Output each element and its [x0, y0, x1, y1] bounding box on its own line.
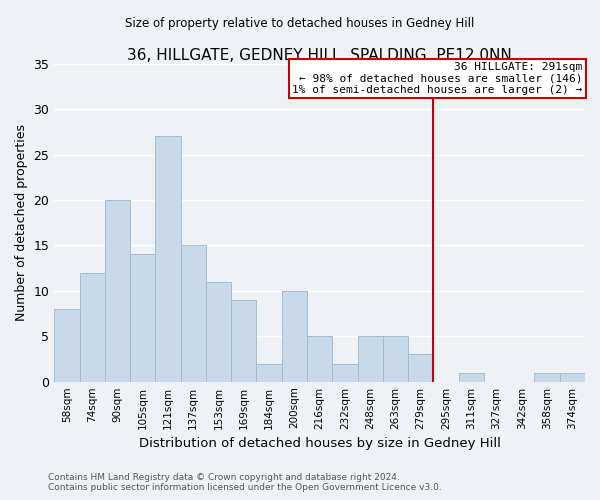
- Bar: [458, 372, 484, 382]
- X-axis label: Distribution of detached houses by size in Gedney Hill: Distribution of detached houses by size …: [139, 437, 500, 450]
- Title: 36, HILLGATE, GEDNEY HILL, SPALDING, PE12 0NN: 36, HILLGATE, GEDNEY HILL, SPALDING, PE1…: [127, 48, 512, 62]
- Text: 36 HILLGATE: 291sqm
← 98% of detached houses are smaller (146)
1% of semi-detach: 36 HILLGATE: 291sqm ← 98% of detached ho…: [292, 62, 583, 95]
- Bar: [181, 246, 206, 382]
- Bar: [80, 272, 105, 382]
- Bar: [231, 300, 256, 382]
- Bar: [560, 372, 585, 382]
- Text: Contains HM Land Registry data © Crown copyright and database right 2024.: Contains HM Land Registry data © Crown c…: [48, 474, 400, 482]
- Bar: [130, 254, 155, 382]
- Bar: [307, 336, 332, 382]
- Y-axis label: Number of detached properties: Number of detached properties: [15, 124, 28, 321]
- Bar: [408, 354, 433, 382]
- Bar: [54, 309, 80, 382]
- Bar: [535, 372, 560, 382]
- Bar: [358, 336, 383, 382]
- Bar: [206, 282, 231, 382]
- Bar: [155, 136, 181, 382]
- Text: Contains public sector information licensed under the Open Government Licence v3: Contains public sector information licen…: [48, 484, 442, 492]
- Bar: [282, 291, 307, 382]
- Text: Size of property relative to detached houses in Gedney Hill: Size of property relative to detached ho…: [125, 18, 475, 30]
- Bar: [332, 364, 358, 382]
- Bar: [383, 336, 408, 382]
- Bar: [105, 200, 130, 382]
- Bar: [256, 364, 282, 382]
